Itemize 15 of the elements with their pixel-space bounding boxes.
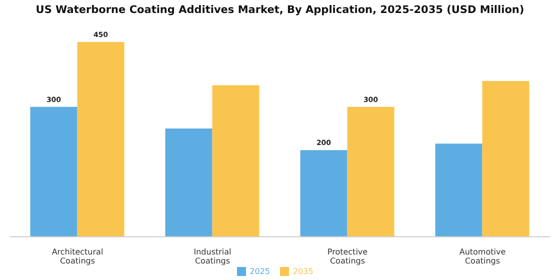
bar [482, 80, 530, 237]
bar [77, 42, 124, 237]
legend-label: 2025 [250, 266, 270, 276]
bar [347, 106, 394, 237]
bar [165, 128, 212, 237]
bar [30, 106, 78, 237]
x-tick-label: Industrial Coatings [194, 248, 232, 266]
x-tick-label: Architectural Coatings [52, 248, 104, 266]
legend-label: 2035 [293, 266, 314, 276]
bar [300, 150, 348, 237]
chart-title: US Waterborne Coating Additives Market, By Application, 2025-2035 (USD Million) [34, 3, 526, 18]
x-tick-label: Automotive Coatings [459, 248, 506, 266]
bar [435, 144, 482, 237]
bar [212, 85, 260, 237]
x-tick-label: Protective Coatings [327, 248, 368, 266]
